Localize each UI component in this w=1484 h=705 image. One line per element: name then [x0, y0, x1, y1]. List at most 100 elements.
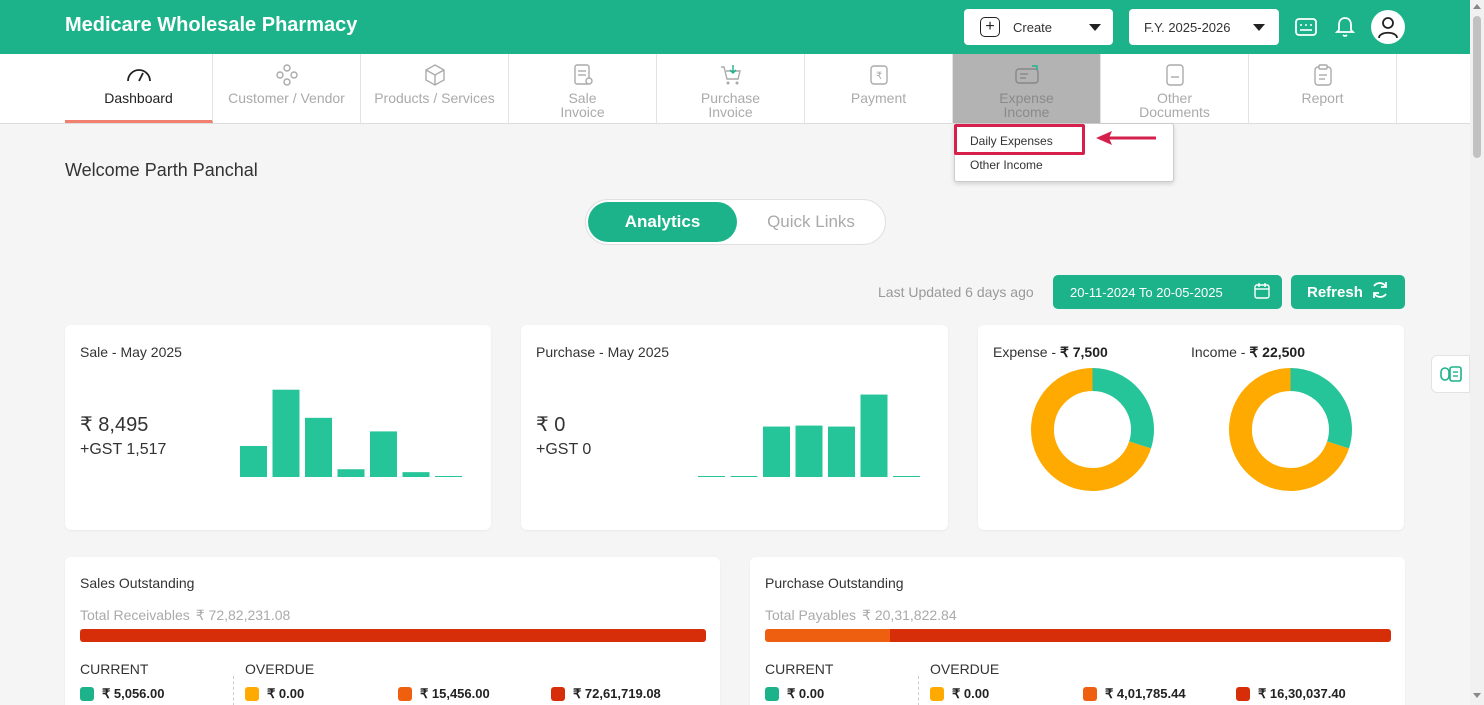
brand-title: Medicare Wholesale Pharmacy — [65, 14, 358, 36]
nav-label: Payment — [850, 90, 907, 106]
tab-analytics[interactable]: Analytics — [588, 202, 737, 242]
nav-item-expense-income[interactable]: Expense Income — [953, 54, 1101, 123]
nav-item-products-services[interactable]: Products / Services — [361, 54, 509, 123]
nav-label: Sale Invoice — [560, 90, 605, 120]
chevron-down-icon — [1253, 23, 1265, 31]
overdue-amount-1: ₹ 0.00 — [930, 686, 989, 702]
total-value: ₹ 72,82,231.08 — [195, 607, 291, 623]
annotation-arrow-icon — [1096, 131, 1156, 145]
menu-item-daily-expenses[interactable]: Daily Expenses — [970, 134, 1053, 148]
overdue-amount-2: ₹ 15,456.00 — [398, 686, 490, 702]
scrollbar[interactable] — [1470, 0, 1484, 705]
menu-item-other-income[interactable]: Other Income — [970, 158, 1043, 172]
overdue-amount-2: ₹ 4,01,785.44 — [1083, 686, 1186, 702]
receivables-bar — [80, 629, 706, 642]
nav-item-payment[interactable]: ₹ Payment — [805, 54, 953, 123]
sale-amount: ₹ 8,495 — [80, 414, 149, 436]
welcome-text: Welcome Parth Panchal — [65, 160, 258, 180]
calendar-icon — [1254, 282, 1270, 302]
top-bar: Medicare Wholesale Pharmacy + Create F.Y… — [0, 0, 1470, 54]
current-heading: CURRENT — [80, 661, 149, 677]
nav-item-sale-invoice[interactable]: Sale Invoice — [509, 54, 657, 123]
total-payables: Total Payables ₹ 20,31,822.84 — [765, 607, 957, 624]
nav-label: Dashboard — [104, 90, 173, 106]
scroll-up-icon[interactable] — [1473, 4, 1481, 9]
bar-segment-overdue — [80, 629, 706, 642]
card-title: Purchase Outstanding — [765, 575, 904, 591]
nav-label: Customer / Vendor — [228, 90, 345, 106]
status-dot — [1236, 687, 1250, 701]
status-dot — [930, 687, 944, 701]
nav-label: Purchase Invoice — [700, 90, 761, 120]
amount-value: ₹ 15,456.00 — [420, 686, 490, 701]
chart-bar — [370, 431, 397, 477]
chart-bar — [795, 425, 823, 477]
nav-item-purchase-invoice[interactable]: Purchase Invoice — [657, 54, 805, 123]
bell-icon[interactable] — [1332, 14, 1358, 40]
pills-icon — [1439, 366, 1462, 382]
bar-segment-overdue-mid — [765, 629, 891, 642]
status-dot — [1083, 687, 1097, 701]
users-icon — [275, 63, 299, 87]
nav-item-dashboard[interactable]: Dashboard — [65, 54, 213, 123]
bar-segment-overdue-late — [890, 629, 1391, 642]
chart-bar — [828, 426, 855, 477]
total-label: Total Receivables — [80, 607, 190, 623]
purchase-card: Purchase - May 2025 ₹ 0 +GST 0 — [521, 325, 948, 530]
plus-icon: + — [980, 17, 1000, 37]
date-range-label: 20-11-2024 To 20-05-2025 — [1070, 284, 1223, 300]
rupee-doc-icon: ₹ — [867, 63, 891, 87]
date-range-picker[interactable]: 20-11-2024 To 20-05-2025 — [1053, 275, 1282, 309]
scroll-down-icon[interactable] — [1473, 693, 1481, 698]
nav-item-customer-vendor[interactable]: Customer / Vendor — [213, 54, 361, 123]
card-title: Sales Outstanding — [80, 575, 195, 591]
expense-title: Expense - ₹ 7,500 — [993, 344, 1108, 361]
gauge-icon — [126, 63, 152, 87]
tab-quick-links[interactable]: Quick Links — [767, 212, 855, 231]
chart-bar — [402, 472, 430, 477]
chevron-down-icon — [1089, 23, 1101, 31]
total-value: ₹ 20,31,822.84 — [862, 607, 957, 623]
amount-value: ₹ 0.00 — [952, 686, 990, 701]
payables-bar — [765, 629, 1391, 642]
card-title: Purchase - May 2025 — [536, 344, 670, 360]
expense-income-card: Expense - ₹ 7,500 Income - ₹ 22,500 — [978, 325, 1404, 530]
status-dot — [80, 687, 94, 701]
status-dot — [398, 687, 412, 701]
create-button[interactable]: + Create — [964, 9, 1113, 45]
divider — [233, 676, 234, 705]
nav-item-other-documents[interactable]: Other Documents — [1101, 54, 1249, 123]
expense-value: ₹ 7,500 — [1059, 344, 1108, 360]
purchase-amount: ₹ 0 — [536, 414, 566, 436]
current-amount: ₹ 5,056.00 — [80, 686, 165, 702]
fy-label: F.Y. 2025-2026 — [1144, 19, 1231, 35]
amount-value: ₹ 72,61,719.08 — [573, 686, 661, 701]
chart-bar — [435, 476, 462, 477]
amount-value: ₹ 5,056.00 — [102, 686, 165, 701]
current-amount: ₹ 0.00 — [765, 686, 824, 702]
chart-bar — [893, 476, 920, 477]
divider — [918, 676, 919, 705]
side-panel-tab[interactable] — [1431, 355, 1470, 393]
highlight-box — [954, 124, 1085, 155]
calculator-icon[interactable] — [1293, 14, 1319, 40]
nav-item-report[interactable]: Report — [1249, 54, 1397, 123]
donut-slice — [1031, 368, 1151, 491]
overdue-amount-3: ₹ 72,61,719.08 — [551, 686, 661, 702]
nav-label: Report — [1301, 90, 1344, 106]
status-dot — [245, 687, 259, 701]
chart-bar — [698, 476, 725, 477]
avatar[interactable] — [1371, 10, 1405, 44]
amount-value: ₹ 4,01,785.44 — [1105, 686, 1186, 701]
invoice-icon — [572, 63, 594, 87]
sale-gst: +GST 1,517 — [80, 441, 167, 458]
wallet-icon — [1014, 63, 1040, 87]
nav-label: Products / Services — [374, 90, 495, 106]
refresh-button[interactable]: Refresh — [1291, 275, 1405, 309]
income-title: Income - ₹ 22,500 — [1191, 344, 1305, 361]
expense-donut-chart — [1031, 368, 1154, 491]
status-dot — [765, 687, 779, 701]
scroll-thumb[interactable] — [1473, 16, 1481, 158]
financial-year-select[interactable]: F.Y. 2025-2026 — [1129, 9, 1279, 45]
purchase-gst: +GST 0 — [536, 441, 592, 458]
